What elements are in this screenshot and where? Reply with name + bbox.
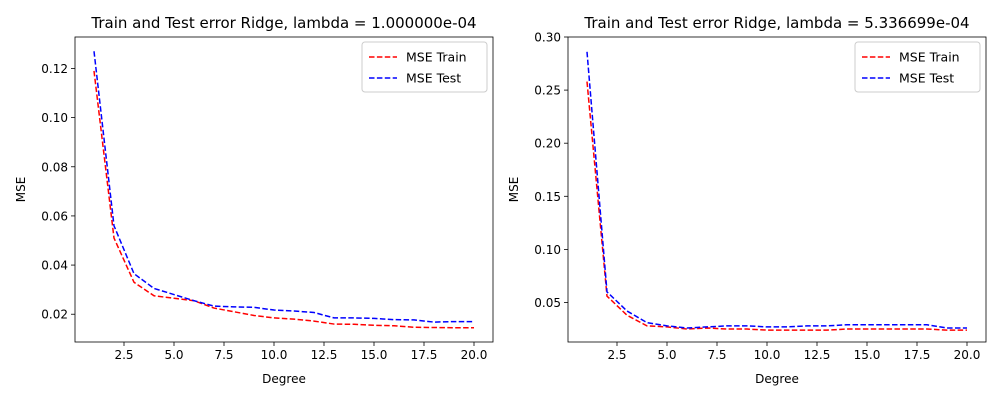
chart-2-series-mse-train [586,81,967,331]
chart-2: Train and Test error Ridge, lambda = 5.3… [507,14,987,386]
chart-2-x-tick-label: 15.0 [854,348,881,362]
chart-2-series-mse-test [586,51,967,329]
chart-1-y-tick-label: 0.08 [41,160,68,174]
chart-1-legend-label: MSE Train [406,50,467,65]
chart-2-x-tick-label: 7.5 [707,348,726,362]
chart-1-series-mse-test [93,51,474,323]
chart-1-legend: MSE Train MSE Test [361,41,488,93]
chart-2-y-tick-label: 0.25 [534,84,561,98]
chart-2-legend: MSE Train MSE Test [854,41,981,93]
chart-1-series-mse-train [93,70,474,329]
chart-2-x-tick-label: 20.0 [954,348,981,362]
chart-2-y-tick-label: 0.20 [534,137,561,151]
chart-2-y-axis-label: MSE [507,177,521,203]
chart-1-y-tick-label: 0.12 [41,62,68,76]
chart-1-y-tick-label: 0.06 [41,209,68,223]
chart-1-x-tick-label: 15.0 [361,348,388,362]
chart-1-x-tick-label: 12.5 [311,348,338,362]
chart-1-x-axis-label: Degree [262,372,306,386]
chart-1-x-tick-label: 5.0 [164,348,183,362]
chart-2-legend-label: MSE Test [899,71,954,86]
chart-2-x-tick-label: 5.0 [657,348,676,362]
chart-1-title: Train and Test error Ridge, lambda = 1.0… [90,14,476,32]
chart-2-y-tick-label: 0.30 [534,31,561,45]
chart-1-y-axis-label: MSE [14,177,28,203]
chart-1-legend-label: MSE Test [406,71,461,86]
chart-1-x-tick-label: 20.0 [461,348,488,362]
chart-2-x-tick-label: 17.5 [904,348,931,362]
chart-1-y-tick-label: 0.02 [41,308,68,322]
chart-2-legend-box [854,41,981,93]
chart-2-x-axis-label: Degree [755,372,799,386]
chart-1-x-tick-label: 2.5 [114,348,133,362]
chart-1-x-tick-label: 17.5 [411,348,438,362]
chart-2-legend-label: MSE Train [899,50,960,65]
chart-1-axes-frame [74,36,494,343]
chart-1-x-tick-label: 7.5 [214,348,233,362]
chart-1-legend-box [361,41,488,93]
chart-2-y-tick-label: 0.10 [534,243,561,257]
chart-1-y-tick-label: 0.10 [41,111,68,125]
chart-2-y-tick-label: 0.15 [534,190,561,204]
chart-2-y-tick-label: 0.05 [534,296,561,310]
chart-1-x-tick-label: 10.0 [261,348,288,362]
chart-2-x-tick-label: 12.5 [804,348,831,362]
chart-2-axes-frame [567,36,987,343]
chart-2-x-tick-label: 10.0 [754,348,781,362]
chart-1-y-tick-label: 0.04 [41,259,68,273]
chart-2-title: Train and Test error Ridge, lambda = 5.3… [583,14,969,32]
chart-2-x-tick-label: 2.5 [607,348,626,362]
chart-1: Train and Test error Ridge, lambda = 1.0… [14,14,494,386]
